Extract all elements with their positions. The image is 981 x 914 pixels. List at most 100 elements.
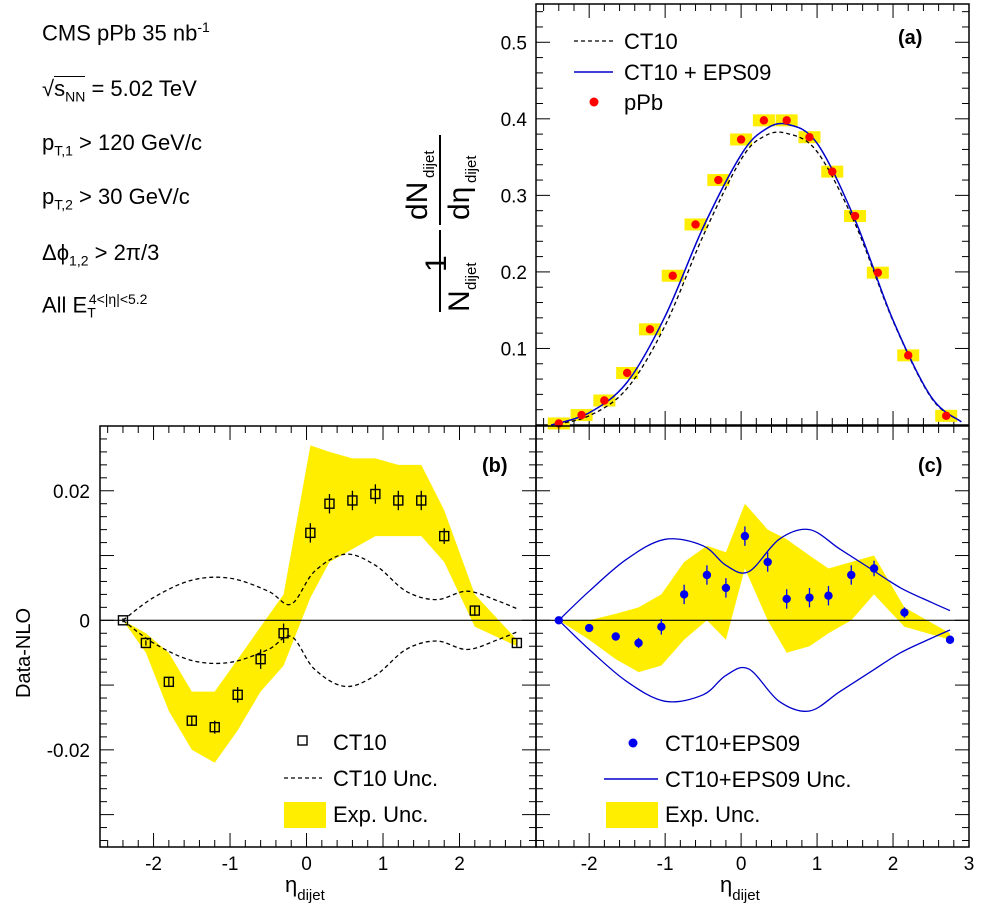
info-pt1-p: p [42, 130, 55, 155]
legend-eps09-unc-label: CT10+EPS09 Unc. [665, 767, 851, 792]
info-et-text: All E [42, 292, 88, 318]
eps09-point [945, 635, 955, 644]
ct10-point [469, 605, 481, 616]
ppb-point [645, 325, 655, 334]
legend-exp-unc-swatch-c [606, 802, 658, 828]
panel-a-ytick-labels: 0.1 0.2 0.3 0.4 0.5 [501, 33, 528, 360]
panel-b-xlabel-sub: dijet [297, 887, 325, 904]
ppb-point [736, 135, 746, 144]
panel-b: -2 -1 0 1 2 -0.02 0 0.02 (b) Data-NLO ηdijet CT… [13, 425, 537, 904]
info-pt1-line: pT,1 > 120 GeV/c [42, 130, 202, 158]
ppb-point [850, 211, 860, 221]
eps09-point [657, 622, 666, 631]
ct10-point [439, 530, 450, 542]
x-tick-label: 0 [301, 854, 312, 875]
ct10-point [347, 495, 358, 506]
x-tick-label: 2 [454, 854, 465, 875]
legend-exp-unc-label-c: Exp. Unc. [665, 802, 760, 827]
panel-a-legend: CT10 CT10 + EPS09 pPb [574, 29, 771, 115]
panel-a-yellow-boxes [547, 114, 958, 430]
legend-eps09-label: CT10 + EPS09 [624, 60, 771, 85]
info-dphi-sub: 1,2 [69, 252, 89, 269]
eps09-points [554, 526, 955, 649]
ppb-point [668, 271, 677, 280]
panel-c-label: (c) [918, 455, 942, 477]
eps09-point [679, 590, 689, 599]
info-pt1-text: > 120 GeV/c [72, 130, 202, 155]
eps09-point [847, 570, 856, 580]
x-tick-label: -2 [145, 854, 162, 875]
x-tick-label: 2 [888, 854, 899, 875]
ct10-point [209, 721, 220, 733]
panel-c-legend: CT10+EPS09 CT10+EPS09 Unc. Exp. Unc. [604, 731, 851, 828]
eps09-point [584, 623, 594, 633]
ylabel-one: 1 [420, 255, 453, 272]
ct10-eps09-curve [550, 122, 962, 426]
panel-a-frame [535, 3, 970, 426]
panel-a-ticks [536, 4, 970, 426]
panel-c-xlabel: ηdijet [720, 872, 761, 904]
ct10-point [305, 527, 316, 539]
eps09-point [869, 564, 879, 573]
legend-ppb-label: pPb [624, 90, 663, 115]
ct10-point [255, 653, 266, 665]
ct10-point [232, 689, 243, 700]
legend-ppb-marker [589, 97, 599, 107]
eps09-point [824, 591, 833, 600]
ct10-point [278, 628, 289, 639]
panel-a-ytick-label: 0.5 [501, 33, 527, 54]
info-pt2-line: pT,2 > 30 GeV/c [42, 184, 190, 213]
panel-c: -2 -1 0 1 2 3 (c) ηdijet CT10+EPS09 CT10+EPS0… [535, 425, 974, 904]
ylabel-n: N [443, 290, 476, 312]
eps09-point [805, 593, 814, 602]
ppb-point [904, 351, 913, 360]
ylabel-dn: dN [401, 182, 434, 220]
x-tick-label: -1 [657, 854, 674, 875]
ppb-point [782, 116, 791, 125]
info-pt2-sub: T,2 [54, 196, 73, 213]
eps09-point [740, 531, 750, 541]
info-collision-line: CMS pPb 35 nb-1 [42, 20, 210, 44]
info-root-sign: √ [42, 76, 55, 101]
ppb-point [600, 396, 609, 405]
panel-b-legend: CT10 CT10 Unc. Exp. Unc. [284, 730, 438, 828]
ppb-point [577, 410, 586, 420]
y-tick-label: 0.02 [53, 482, 90, 503]
eps09-unc-upper-curve [558, 528, 951, 621]
ppb-point [714, 175, 723, 185]
eps09-point [702, 570, 712, 580]
ct10-point [324, 498, 335, 509]
x-tick-label: 1 [812, 854, 823, 875]
ppb-point [942, 411, 951, 421]
info-dphi-line: Δϕ1,2 > 2π/3 [42, 242, 159, 269]
x-tick-label: -2 [581, 854, 598, 875]
legend-ct10-label: CT10 [624, 29, 678, 54]
ct10-unc-lower-curve [122, 619, 518, 688]
ppb-point [622, 368, 632, 378]
info-energy-text: = 5.02 TeV [91, 76, 197, 101]
panel-b-label: (b) [482, 455, 508, 477]
panel-a: 0.1 0.2 0.3 0.4 0.5 (a) CT10 CT10 + EPS09 pP… [401, 3, 970, 430]
info-pt2-text: > 30 GeV/c [72, 184, 190, 209]
legend-ct10-square [297, 735, 308, 746]
eps09-point [900, 608, 909, 617]
info-s: s [54, 76, 66, 101]
ct10-point [186, 715, 197, 726]
panel-c-exp-unc-band [558, 503, 950, 673]
y-tick-label: -0.02 [47, 741, 90, 762]
panel-c-ticks [536, 425, 970, 847]
eps09-point [782, 594, 791, 604]
ylabel-dn-sub: dijet [421, 150, 438, 178]
eps09-unc-lower-curve [558, 619, 951, 712]
panel-c-xlabel-eta: η [720, 872, 732, 897]
ylabel-n-sub: dijet [463, 262, 480, 290]
panel-a-ylabel: 1 N dijet dN dijet dη dijet [401, 135, 480, 312]
ppb-point [805, 132, 814, 142]
panel-a-label: (a) [898, 27, 922, 49]
legend-eps09-point-label: CT10+EPS09 [665, 731, 800, 756]
panel-a-ytick-label: 0.3 [501, 186, 527, 207]
panel-b-tick-labels: -2 -1 0 1 2 -0.02 0 0.02 [47, 482, 465, 875]
info-et-sup: 4<|η|<5.2 [88, 291, 148, 307]
ct10-point [416, 495, 427, 506]
